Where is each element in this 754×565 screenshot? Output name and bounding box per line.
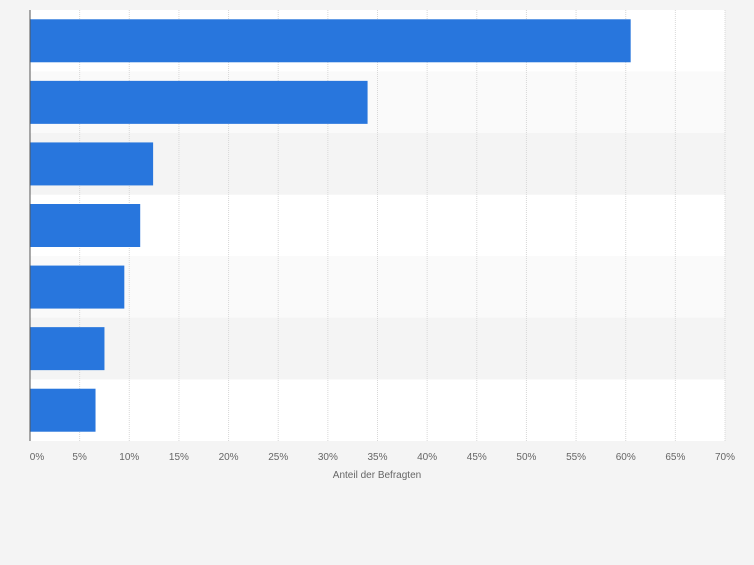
x-tick-label: 20% bbox=[219, 452, 239, 463]
bars bbox=[30, 19, 631, 432]
x-tick-label: 15% bbox=[169, 452, 189, 463]
bar[interactable] bbox=[30, 327, 105, 371]
x-tick-label: 30% bbox=[318, 452, 338, 463]
x-tick-label: 0% bbox=[30, 452, 45, 463]
x-tick-label: 40% bbox=[417, 452, 437, 463]
x-tick-label: 45% bbox=[467, 452, 487, 463]
bar[interactable] bbox=[30, 142, 154, 186]
bar[interactable] bbox=[30, 80, 368, 124]
x-tick-label: 5% bbox=[72, 452, 87, 463]
x-tick-label: 70% bbox=[715, 452, 735, 463]
x-tick-label: 25% bbox=[268, 452, 288, 463]
x-tick-label: 65% bbox=[665, 452, 685, 463]
x-tick-label: 50% bbox=[516, 452, 536, 463]
x-tick-labels: 0% 5% 10% 15% 20% 25% 30% 35% 40% 45% 50% 55% 60% 65%… bbox=[30, 452, 735, 463]
x-tick-label: 10% bbox=[119, 452, 139, 463]
bar[interactable] bbox=[30, 19, 631, 63]
bar[interactable] bbox=[30, 388, 96, 432]
bar[interactable] bbox=[30, 204, 141, 247]
x-tick-label: 35% bbox=[367, 452, 387, 463]
x-axis-title: Anteil der Befragten bbox=[333, 470, 421, 481]
x-tick-label: 60% bbox=[616, 452, 636, 463]
bar[interactable] bbox=[30, 265, 125, 309]
x-tick-label: 55% bbox=[566, 452, 586, 463]
